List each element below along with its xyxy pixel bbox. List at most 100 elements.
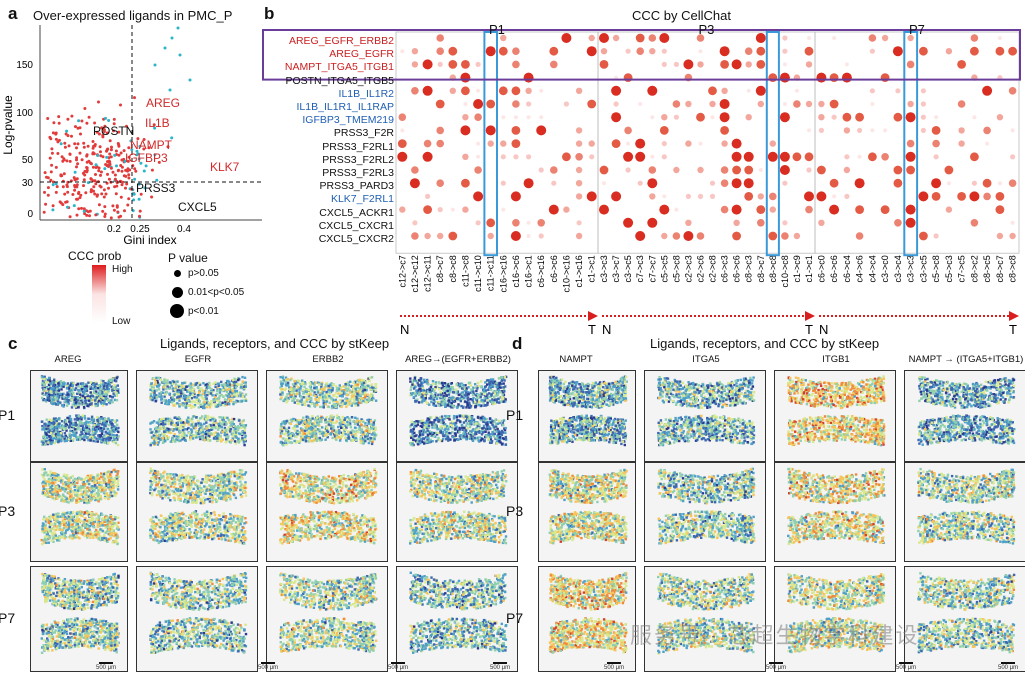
ccc-dot [397,139,407,148]
ccc-dot [782,48,788,54]
ccc-dot [526,101,532,107]
spatial-map-tile [266,370,388,462]
ccc-dot [768,73,778,82]
map-column-label: NAMPT [514,354,638,365]
scatter-point [109,216,113,220]
scatter-point [111,204,115,208]
scatter-point [163,46,167,50]
cluster-pair-label: c8->c2 [969,255,979,282]
scatter-point [76,126,80,130]
panel-c-grid: AREG EGFR ERBB2 AREG→(EGFR+ERBB2) P1 P3 P7 500 … [0,352,522,674]
ccc-dot [576,220,582,226]
ccc-dot [1010,128,1015,133]
scatter-point [87,115,91,119]
ccc-dot [575,87,583,94]
ccc-dot [843,127,851,134]
ccc-dot [486,99,496,109]
ccc-dot [906,165,915,175]
scatter-point [119,195,123,199]
scatter-point [106,160,109,164]
ccc-dot [587,99,597,109]
cluster-pair-label: c1->c16 [574,255,584,287]
scatter-point [153,153,157,157]
ccc-dot [476,154,481,159]
ccc-dot [526,220,531,225]
ccc-dot [539,115,544,120]
scatter-point [75,183,79,187]
ccc-dot [425,193,431,199]
panel-d-label: d [512,334,522,354]
cluster-pair-label: c6->c16 [536,255,546,287]
cluster-pair-label: c12->c7 [397,255,407,287]
ccc-dot [970,152,979,162]
scatter-point [142,138,146,141]
cluster-pair-label: c3->c5 [918,255,928,282]
tissue-section [917,467,1016,545]
ccc-dot [731,138,742,149]
scatter-point [107,156,111,160]
map-column-label: EGFR [136,354,260,365]
scatter-point [132,192,136,196]
scatter-point [119,103,122,107]
scatter-point [103,215,107,218]
map-column-label: AREG [6,354,130,365]
scatter-point [120,169,124,173]
ccc-dot [743,178,754,189]
scatter-point [61,185,65,189]
ccc-dot [462,114,469,121]
scatter-point [135,149,139,153]
scatter-point [108,152,112,156]
scale-bar: 500 μm [896,662,916,671]
ccc-dot [698,141,703,146]
interaction-row-label: PRSS3_F2RL3 [322,167,394,179]
sample-row-label: P1 [0,407,15,423]
cluster-pair-label: c8->c7 [995,255,1005,282]
scatter-point [170,136,174,140]
volcano-plot: 0 30 50 100 150 0.2 0.25 0.4 Gini index … [1,25,262,245]
ccc-dot [460,72,471,83]
ccc-dot [805,100,813,108]
spatial-map-tile [136,370,258,462]
interaction-row-label: IGFBP3_TMEM219 [302,114,394,126]
scatter-point [86,144,90,148]
ccc-dot [755,33,766,43]
ccc-dot [647,217,658,228]
ccc-dot [561,33,572,43]
panel-b-title: CCC by CellChat [632,8,731,23]
scatter-point [117,215,121,219]
ccc-dot [685,140,692,147]
ccc-dot [757,100,764,108]
ccc-dot [659,33,670,43]
scatter-point [65,159,69,163]
x-axis-label: Gini index [123,233,176,245]
scatter-point [83,212,87,216]
ccc-dot [623,151,634,162]
scatter-point [96,154,100,157]
ccc-dot [931,192,941,201]
scatter-point [112,117,116,121]
scatter-point [73,188,77,192]
ccc-dot [920,114,927,120]
ccc-dot [971,180,978,186]
scatter-point [127,197,131,201]
ccc-dot [816,72,827,83]
scatter-point [112,129,115,133]
dotplot-svg: c12->c7 c12->c12 c12->c11 c8->c7 c8->c8 c11->… [262,29,1021,337]
interaction-row-label: POSTN_ITGA5_ITGB5 [285,75,394,87]
ccc-dot [487,140,494,147]
cluster-pair-label: c8->c8 [1008,255,1018,282]
ccc-dot [792,152,802,162]
interaction-row-label: KLK7_F2RL1 [331,193,394,205]
ccc-dot [931,126,941,135]
ccc-dot [841,72,852,83]
ccc-dot [436,179,444,187]
spatial-map-tile [30,462,128,562]
cluster-pair-label: c10->c8 [780,255,790,287]
ccc-dot [412,220,418,226]
ccc-dot [933,154,939,160]
scatter-point [136,137,140,141]
ccc-dot [475,220,481,226]
ccc-dot [696,34,705,42]
scatter-point [71,193,75,196]
highlight-rows-box [262,29,1021,81]
